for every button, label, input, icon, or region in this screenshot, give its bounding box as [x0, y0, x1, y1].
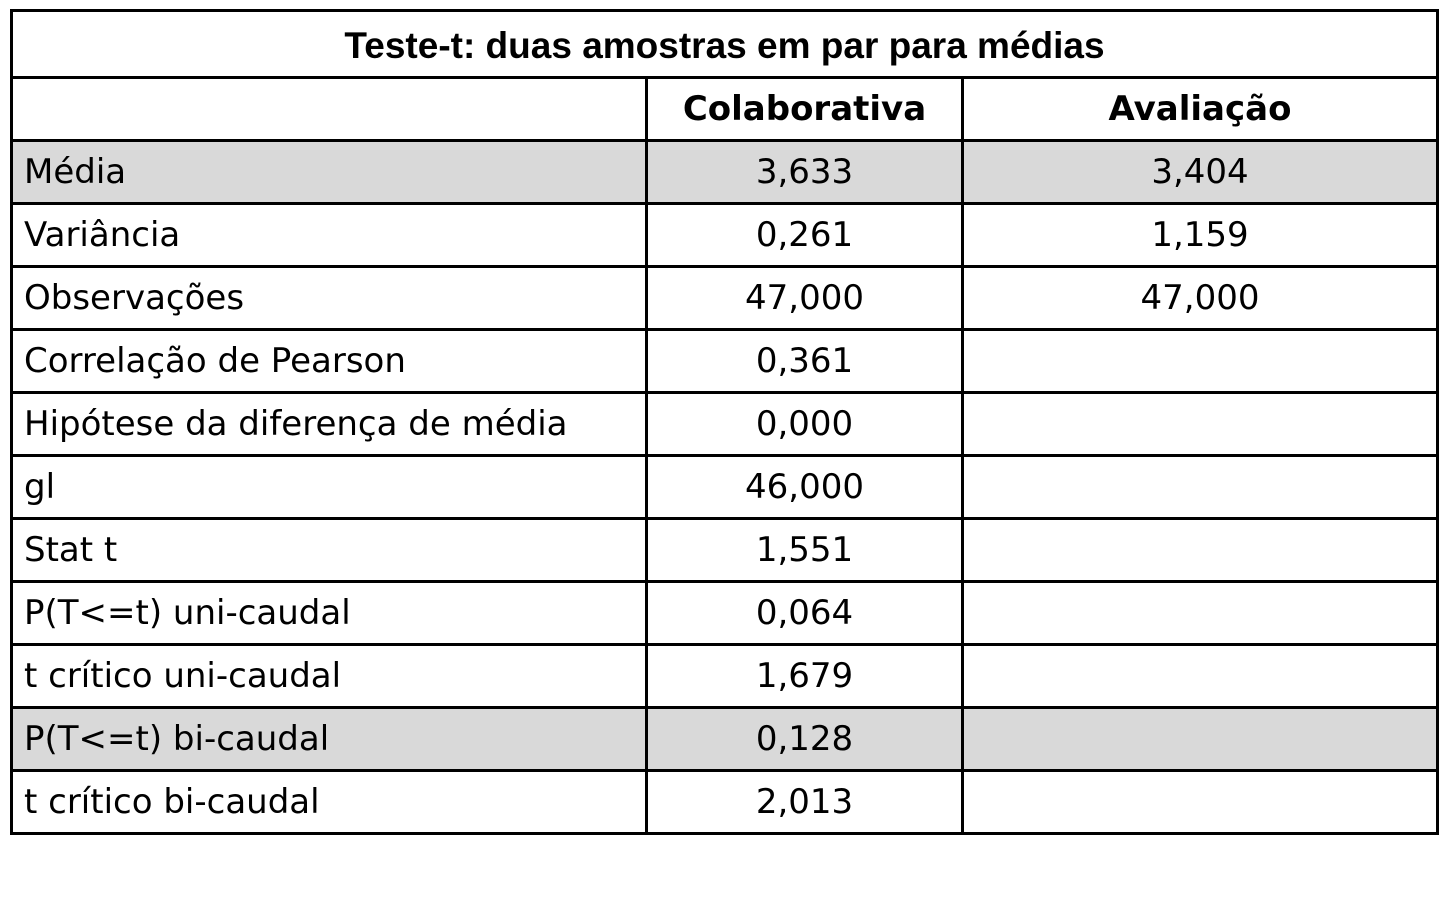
table-row: t crítico uni-caudal 1,679 — [10, 643, 1439, 709]
row-label: gl — [10, 454, 648, 520]
avaliacao-value — [961, 769, 1439, 835]
row-label: t crítico bi-caudal — [10, 769, 648, 835]
header-avaliacao: Avaliação — [961, 76, 1439, 142]
colaborativa-value: 2,013 — [645, 769, 964, 835]
row-label: Correlação de Pearson — [10, 328, 648, 394]
colaborativa-value: 0,000 — [645, 391, 964, 457]
row-label: t crítico uni-caudal — [10, 643, 648, 709]
row-label: P(T<=t) uni-caudal — [10, 580, 648, 646]
table-row: Observações 47,000 47,000 — [10, 265, 1439, 331]
avaliacao-value: 47,000 — [961, 265, 1439, 331]
table-title: Teste-t: duas amostras em par para média… — [10, 9, 1439, 79]
table-row: P(T<=t) uni-caudal 0,064 — [10, 580, 1439, 646]
avaliacao-value — [961, 454, 1439, 520]
title-row: Teste-t: duas amostras em par para média… — [10, 9, 1439, 79]
avaliacao-value: 3,404 — [961, 139, 1439, 205]
table-row: t crítico bi-caudal 2,013 — [10, 769, 1439, 835]
row-label: P(T<=t) bi-caudal — [10, 706, 648, 772]
table-row: P(T<=t) bi-caudal 0,128 — [10, 706, 1439, 772]
avaliacao-value — [961, 706, 1439, 772]
colaborativa-value: 0,361 — [645, 328, 964, 394]
colaborativa-value: 46,000 — [645, 454, 964, 520]
avaliacao-value — [961, 643, 1439, 709]
table-row: gl 46,000 — [10, 454, 1439, 520]
row-label: Média — [10, 139, 648, 205]
table-row: Variância 0,261 1,159 — [10, 202, 1439, 268]
table-body: Média 3,633 3,404 Variância 0,261 1,159 … — [10, 139, 1439, 835]
colaborativa-value: 1,551 — [645, 517, 964, 583]
table-row: Média 3,633 3,404 — [10, 139, 1439, 205]
row-label: Stat t — [10, 517, 648, 583]
table-row: Correlação de Pearson 0,361 — [10, 328, 1439, 394]
colaborativa-value: 3,633 — [645, 139, 964, 205]
table-row: Hipótese da diferença de média 0,000 — [10, 391, 1439, 457]
colaborativa-value: 0,064 — [645, 580, 964, 646]
colaborativa-value: 1,679 — [645, 643, 964, 709]
header-label-column — [10, 76, 648, 142]
avaliacao-value — [961, 328, 1439, 394]
t-test-results-table: Teste-t: duas amostras em par para média… — [10, 9, 1439, 835]
header-row: Colaborativa Avaliação — [10, 76, 1439, 142]
colaborativa-value: 47,000 — [645, 265, 964, 331]
row-label: Variância — [10, 202, 648, 268]
avaliacao-value — [961, 580, 1439, 646]
avaliacao-value: 1,159 — [961, 202, 1439, 268]
table-row: Stat t 1,551 — [10, 517, 1439, 583]
header-colaborativa: Colaborativa — [645, 76, 964, 142]
colaborativa-value: 0,261 — [645, 202, 964, 268]
row-label: Hipótese da diferença de média — [10, 391, 648, 457]
avaliacao-value — [961, 517, 1439, 583]
row-label: Observações — [10, 265, 648, 331]
colaborativa-value: 0,128 — [645, 706, 964, 772]
avaliacao-value — [961, 391, 1439, 457]
